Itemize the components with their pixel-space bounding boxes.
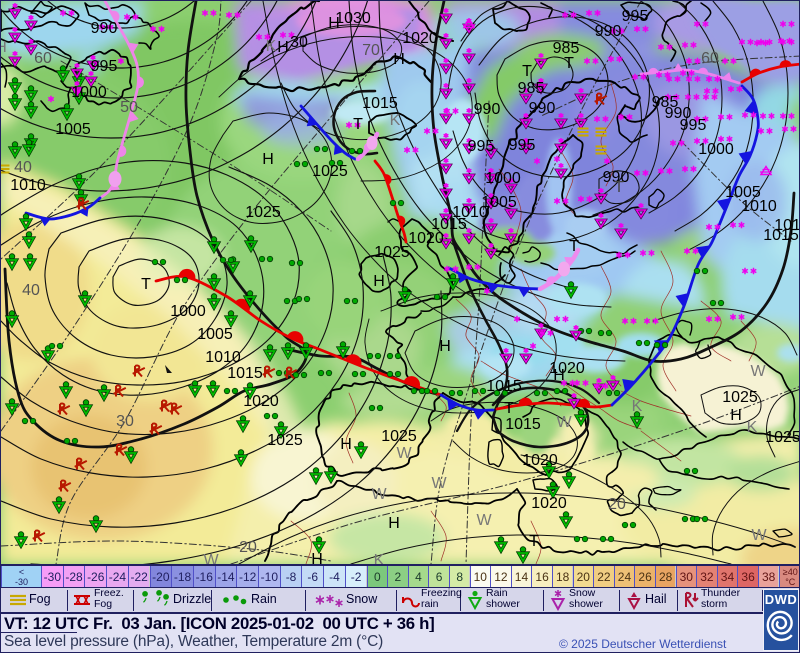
svg-text:985: 985 bbox=[553, 40, 580, 57]
svg-text:T: T bbox=[564, 55, 574, 72]
svg-text:40: 40 bbox=[22, 282, 40, 299]
svg-text:K: K bbox=[374, 552, 385, 564]
svg-text:T: T bbox=[522, 63, 532, 80]
svg-text:1005: 1005 bbox=[725, 184, 761, 201]
svg-text:H: H bbox=[553, 367, 565, 384]
svg-text:1015: 1015 bbox=[362, 95, 398, 112]
svg-text:1010: 1010 bbox=[741, 198, 777, 215]
svg-text:1000: 1000 bbox=[71, 84, 107, 101]
svg-text:T: T bbox=[504, 400, 514, 417]
svg-text:W: W bbox=[396, 445, 412, 462]
svg-text:H: H bbox=[439, 338, 451, 355]
svg-text:1020: 1020 bbox=[402, 30, 438, 47]
svg-text:40: 40 bbox=[14, 159, 32, 176]
svg-text:H: H bbox=[277, 39, 289, 56]
svg-text:K: K bbox=[632, 398, 643, 415]
svg-text:1025: 1025 bbox=[381, 428, 417, 445]
svg-text:1000: 1000 bbox=[485, 170, 521, 187]
svg-text:990: 990 bbox=[529, 100, 556, 117]
svg-text:K: K bbox=[747, 419, 758, 436]
svg-text:K: K bbox=[266, 38, 277, 55]
svg-text:1005: 1005 bbox=[481, 194, 517, 211]
svg-text:60: 60 bbox=[34, 50, 52, 67]
svg-text:1010: 1010 bbox=[452, 204, 488, 221]
svg-text:H: H bbox=[730, 407, 742, 424]
svg-text:30: 30 bbox=[290, 34, 308, 51]
svg-text:1030: 1030 bbox=[335, 10, 371, 27]
svg-text:H: H bbox=[1, 39, 7, 56]
svg-text:W: W bbox=[750, 363, 766, 380]
svg-text:1020: 1020 bbox=[522, 452, 558, 469]
svg-text:H: H bbox=[340, 436, 352, 453]
svg-text:T: T bbox=[569, 238, 579, 255]
svg-text:985: 985 bbox=[518, 80, 545, 97]
svg-text:1020: 1020 bbox=[549, 360, 585, 377]
svg-text:995: 995 bbox=[680, 117, 707, 134]
svg-text:H: H bbox=[311, 551, 323, 564]
svg-text:T: T bbox=[529, 533, 539, 550]
svg-text:50: 50 bbox=[120, 99, 138, 116]
svg-text:1025: 1025 bbox=[267, 432, 303, 449]
svg-text:T: T bbox=[141, 276, 151, 293]
svg-text:995: 995 bbox=[509, 137, 536, 154]
svg-text:30: 30 bbox=[116, 413, 134, 430]
svg-text:1015: 1015 bbox=[486, 378, 522, 395]
svg-text:1015: 1015 bbox=[431, 216, 467, 233]
svg-text:995: 995 bbox=[622, 8, 649, 25]
svg-text:K: K bbox=[390, 112, 401, 129]
svg-text:W: W bbox=[431, 475, 447, 492]
svg-text:1020: 1020 bbox=[531, 495, 567, 512]
svg-text:1015: 1015 bbox=[774, 217, 800, 234]
svg-text:H: H bbox=[393, 51, 405, 68]
svg-text:T: T bbox=[614, 179, 624, 196]
svg-text:1005: 1005 bbox=[55, 121, 91, 138]
svg-text:1005: 1005 bbox=[197, 326, 233, 343]
svg-text:H: H bbox=[262, 151, 274, 168]
svg-text:1020: 1020 bbox=[408, 230, 444, 247]
svg-text:990: 990 bbox=[474, 101, 501, 118]
svg-text:1025: 1025 bbox=[722, 389, 758, 406]
svg-text:1015: 1015 bbox=[227, 365, 263, 382]
svg-text:60: 60 bbox=[701, 50, 719, 67]
svg-text:1010: 1010 bbox=[10, 177, 46, 194]
svg-text:990: 990 bbox=[91, 20, 118, 37]
svg-text:H: H bbox=[373, 273, 385, 290]
svg-text:H: H bbox=[328, 15, 340, 32]
svg-text:1010: 1010 bbox=[205, 349, 241, 366]
svg-text:1015: 1015 bbox=[505, 416, 541, 433]
svg-text:1015: 1015 bbox=[763, 227, 799, 244]
svg-text:W: W bbox=[476, 512, 492, 529]
svg-text:H: H bbox=[388, 515, 400, 532]
svg-text:995: 995 bbox=[91, 58, 118, 75]
svg-text:995: 995 bbox=[468, 138, 495, 155]
svg-text:990: 990 bbox=[595, 23, 622, 40]
svg-text:1025: 1025 bbox=[245, 204, 281, 221]
svg-text:W: W bbox=[371, 486, 387, 503]
svg-text:985: 985 bbox=[652, 94, 679, 111]
svg-text:1000: 1000 bbox=[170, 303, 206, 320]
svg-text:20: 20 bbox=[608, 496, 626, 513]
svg-text:T: T bbox=[353, 116, 363, 133]
svg-text:1025: 1025 bbox=[374, 244, 410, 261]
svg-text:990: 990 bbox=[665, 105, 692, 122]
svg-text:1025: 1025 bbox=[312, 163, 348, 180]
svg-text:W: W bbox=[751, 527, 767, 544]
svg-text:W: W bbox=[556, 414, 572, 431]
svg-text:1020: 1020 bbox=[243, 393, 279, 410]
svg-text:990: 990 bbox=[603, 169, 630, 186]
svg-text:1000: 1000 bbox=[698, 141, 734, 158]
svg-text:W: W bbox=[203, 552, 219, 564]
svg-text:70: 70 bbox=[362, 42, 380, 59]
svg-text:1025: 1025 bbox=[765, 429, 800, 446]
svg-text:20: 20 bbox=[239, 539, 257, 556]
